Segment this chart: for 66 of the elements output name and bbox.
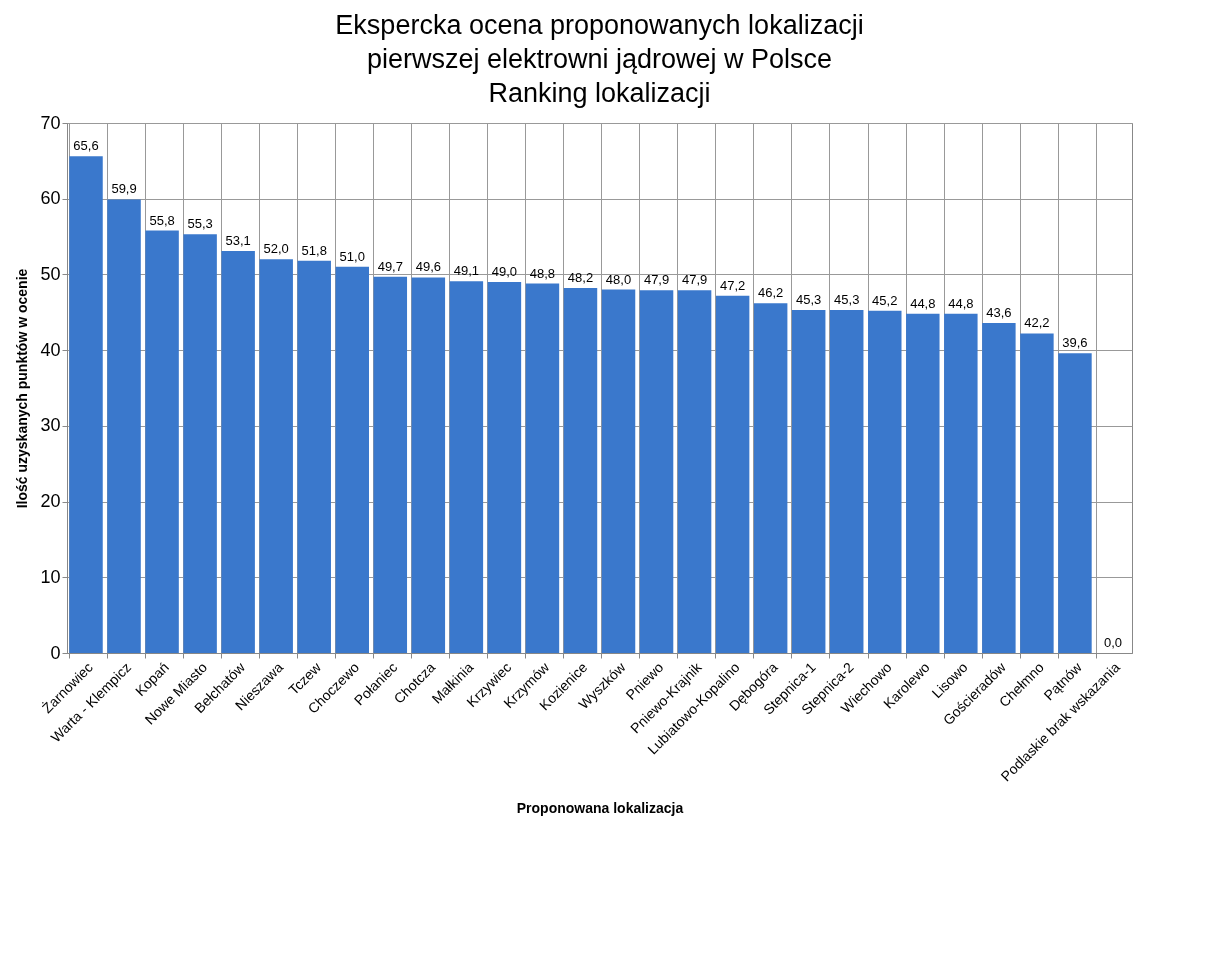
y-tick-label: 20	[40, 491, 61, 512]
data-label: 0,0	[1103, 635, 1123, 650]
bar	[525, 283, 560, 653]
bar	[1020, 333, 1054, 653]
data-label: 51,0	[339, 248, 365, 264]
data-label: 39,6	[1062, 335, 1088, 351]
bar	[563, 288, 598, 653]
chart-title: Ekspercka ocena proponowanych lokalizacji pierwszej elektrowni jądrowej w Polsce Ranking lokalizacji	[335, 10, 864, 108]
data-label: 65,6	[73, 138, 99, 154]
data-label: 47,2	[719, 277, 746, 293]
y-tick-label: 0	[50, 642, 61, 663]
bar	[868, 310, 902, 653]
bar	[944, 313, 978, 653]
y-tick-label: 40	[40, 339, 61, 360]
bar	[830, 310, 864, 653]
y-tick-label: 50	[40, 263, 61, 284]
data-label: 49,1	[453, 263, 480, 279]
bar	[183, 234, 217, 653]
data-label: 47,9	[643, 272, 670, 288]
y-tick-label: 60	[40, 188, 61, 209]
data-label: 59,9	[111, 181, 137, 197]
data-label: 49,6	[415, 259, 441, 275]
bar	[335, 266, 369, 653]
y-tick-label: 10	[40, 566, 61, 587]
data-label: 45,2	[872, 292, 898, 308]
data-label: 55,3	[187, 216, 213, 232]
bar	[906, 313, 940, 653]
data-label: 55,8	[149, 212, 175, 228]
data-label: 45,3	[834, 292, 860, 308]
data-label: 52,0	[263, 241, 289, 257]
data-label: 43,6	[986, 304, 1012, 320]
data-label: 53,1	[225, 232, 251, 248]
bar	[373, 276, 408, 653]
data-label: 51,8	[301, 242, 327, 258]
bar	[449, 281, 484, 653]
data-label: 44,8	[910, 295, 936, 311]
bar	[221, 250, 255, 653]
bar	[982, 322, 1016, 653]
bar	[107, 199, 141, 653]
bar	[411, 277, 446, 653]
bar	[297, 260, 331, 653]
data-label: 48,8	[529, 265, 556, 281]
bar	[487, 282, 522, 653]
bar	[145, 230, 179, 653]
data-label: 44,8	[948, 295, 974, 311]
bar	[259, 259, 293, 653]
y-tick-label: 70	[40, 112, 61, 133]
bar	[791, 310, 826, 653]
bar	[639, 290, 674, 653]
bar	[1058, 353, 1092, 653]
bar	[601, 289, 636, 653]
data-label: 45,3	[796, 292, 822, 308]
data-label: 48,0	[605, 271, 632, 287]
data-label: 46,2	[758, 285, 784, 301]
bar	[677, 290, 712, 653]
bar	[753, 303, 788, 653]
data-label: 42,2	[1024, 315, 1050, 331]
x-axis-title: Proponowana lokalizacja	[516, 800, 684, 817]
data-label: 49,0	[491, 264, 518, 279]
y-axis-title: Ilość uzyskanych punktów w ocenie	[14, 268, 31, 509]
data-label: 48,2	[567, 270, 594, 286]
bar	[715, 295, 750, 653]
data-label: 49,7	[377, 258, 403, 274]
bar	[69, 156, 103, 653]
y-tick-label: 30	[40, 415, 61, 436]
data-label: 47,9	[681, 272, 708, 288]
